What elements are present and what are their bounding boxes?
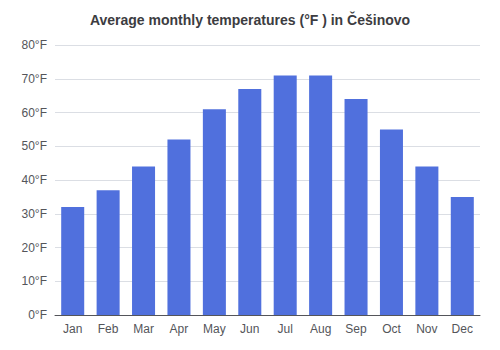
svg-text:Oct: Oct bbox=[382, 322, 401, 336]
svg-text:Mar: Mar bbox=[133, 322, 154, 336]
svg-text:40°F: 40°F bbox=[22, 173, 47, 187]
svg-text:70°F: 70°F bbox=[22, 72, 47, 86]
svg-text:Feb: Feb bbox=[98, 322, 119, 336]
svg-text:20°F: 20°F bbox=[22, 241, 47, 255]
svg-text:10°F: 10°F bbox=[22, 274, 47, 288]
svg-text:Apr: Apr bbox=[170, 322, 189, 336]
svg-text:May: May bbox=[203, 322, 226, 336]
svg-text:50°F: 50°F bbox=[22, 139, 47, 153]
svg-text:Aug: Aug bbox=[310, 322, 331, 336]
svg-text:80°F: 80°F bbox=[22, 38, 47, 52]
svg-text:Dec: Dec bbox=[452, 322, 473, 336]
svg-text:0°F: 0°F bbox=[28, 308, 47, 322]
svg-text:30°F: 30°F bbox=[22, 207, 47, 221]
svg-text:Average monthly temperatures (: Average monthly temperatures (°F ) in Če… bbox=[90, 11, 410, 28]
svg-text:Jan: Jan bbox=[63, 322, 82, 336]
svg-text:Jul: Jul bbox=[278, 322, 293, 336]
svg-text:Nov: Nov bbox=[416, 322, 437, 336]
svg-text:Jun: Jun bbox=[240, 322, 259, 336]
svg-text:Sep: Sep bbox=[345, 322, 367, 336]
svg-text:60°F: 60°F bbox=[22, 106, 47, 120]
